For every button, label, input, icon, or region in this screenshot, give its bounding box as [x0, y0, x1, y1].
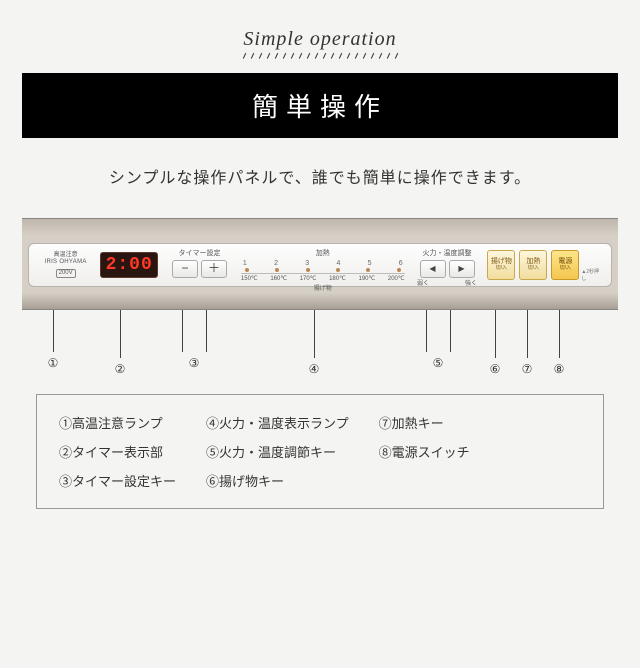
legend-item: ③タイマー設定キー [59, 471, 176, 490]
level-temp: 160℃ [270, 275, 287, 282]
timer-minus-button[interactable]: − [172, 260, 198, 278]
banner-title: 簡単操作 [22, 73, 618, 138]
level-num: 1 [243, 260, 247, 267]
level-lamp [245, 268, 249, 272]
callouts: ① ② ③ ④ ⑤ ⑥ ⑦ ⑧ [22, 310, 618, 380]
legend-box: ①高温注意ランプ ②タイマー表示部 ③タイマー設定キー ④火力・温度表示ランプ … [36, 394, 604, 509]
legend-item: ⑧電源スイッチ [379, 442, 470, 461]
voltage-badge: 200V [56, 269, 76, 278]
cursive-title: Simple operation [0, 28, 640, 51]
fry-button[interactable]: 揚げ物 切/入 [487, 250, 515, 280]
heat-button-sub: 切/入 [528, 266, 539, 272]
heat-label: 加熱 [239, 248, 407, 258]
adjust-group: 火力・温度調整 ◀ ▶ 弱く 強く [413, 248, 482, 282]
timer-display: 2:00 [100, 252, 158, 278]
level-lamp [397, 268, 401, 272]
action-buttons: 揚げ物 切/入 加熱 切/入 電源 切/入 [487, 248, 579, 282]
high-temp-label: 高温注意 [54, 252, 78, 259]
level-temp: 180℃ [329, 275, 346, 282]
legend-item: ⑦加熱キー [379, 413, 470, 432]
legend-item: ⑤火力・温度調節キー [206, 442, 349, 461]
power-button-sub: 切/入 [560, 266, 571, 272]
adjust-weak-label: 弱く [417, 278, 429, 287]
level-temp: 170℃ [300, 275, 317, 282]
timer-plus-button[interactable]: ＋ [201, 260, 227, 278]
callout-num: ⑥ [490, 362, 501, 376]
level-lamp [366, 268, 370, 272]
legend-item: ①高温注意ランプ [59, 413, 176, 432]
level-num: 3 [305, 260, 309, 267]
control-plate: 高温注意 IRIS OHYAMA 200V 2:00 タイマー設定 − ＋ 加熱… [28, 243, 612, 287]
fry-label: 揚げ物 [314, 283, 332, 292]
cursive-ornament [240, 53, 400, 59]
legend-item: ④火力・温度表示ランプ [206, 413, 349, 432]
adjust-up-button[interactable]: ▶ [449, 260, 475, 278]
level-temp: 200℃ [388, 275, 405, 282]
hold-note: ▲2秒押し [581, 268, 603, 282]
heat-button[interactable]: 加熱 切/入 [519, 250, 547, 280]
callout-num: ③ [189, 356, 200, 370]
callout-num: ⑧ [554, 362, 565, 376]
timer-set-label: タイマー設定 [179, 248, 221, 258]
brand-block: 高温注意 IRIS OHYAMA 200V [37, 248, 94, 282]
level-lamp [275, 268, 279, 272]
level-temp: 150℃ [241, 275, 258, 282]
callout-num: ⑤ [433, 356, 444, 370]
callout-num: ① [48, 356, 59, 370]
callout-num: ④ [309, 362, 320, 376]
level-lamp [306, 268, 310, 272]
callout-num: ⑦ [522, 362, 533, 376]
power-button[interactable]: 電源 切/入 [551, 250, 579, 280]
level-lamp [336, 268, 340, 272]
adjust-strong-label: 強く [465, 278, 477, 287]
legend-item: ⑥揚げ物キー [206, 471, 349, 490]
heat-levels: 加熱 1 2 3 4 5 6 150℃ 160℃ 170℃ [239, 248, 407, 282]
level-num: 6 [399, 260, 403, 267]
control-panel: 高温注意 IRIS OHYAMA 200V 2:00 タイマー設定 − ＋ 加熱… [22, 218, 618, 310]
callout-num: ② [115, 362, 126, 376]
adjust-down-button[interactable]: ◀ [420, 260, 446, 278]
adjust-label: 火力・温度調整 [423, 248, 472, 258]
fry-button-sub: 切/入 [496, 266, 507, 272]
subtitle: シンプルな操作パネルで、誰でも簡単に操作できます。 [0, 164, 640, 188]
level-num: 5 [368, 260, 372, 267]
brand-name: IRIS OHYAMA [44, 259, 86, 266]
legend-item: ②タイマー表示部 [59, 442, 176, 461]
level-temp: 190℃ [358, 275, 375, 282]
level-num: 2 [274, 260, 278, 267]
level-num: 4 [336, 260, 340, 267]
timer-set-group: タイマー設定 − ＋ [166, 248, 233, 282]
